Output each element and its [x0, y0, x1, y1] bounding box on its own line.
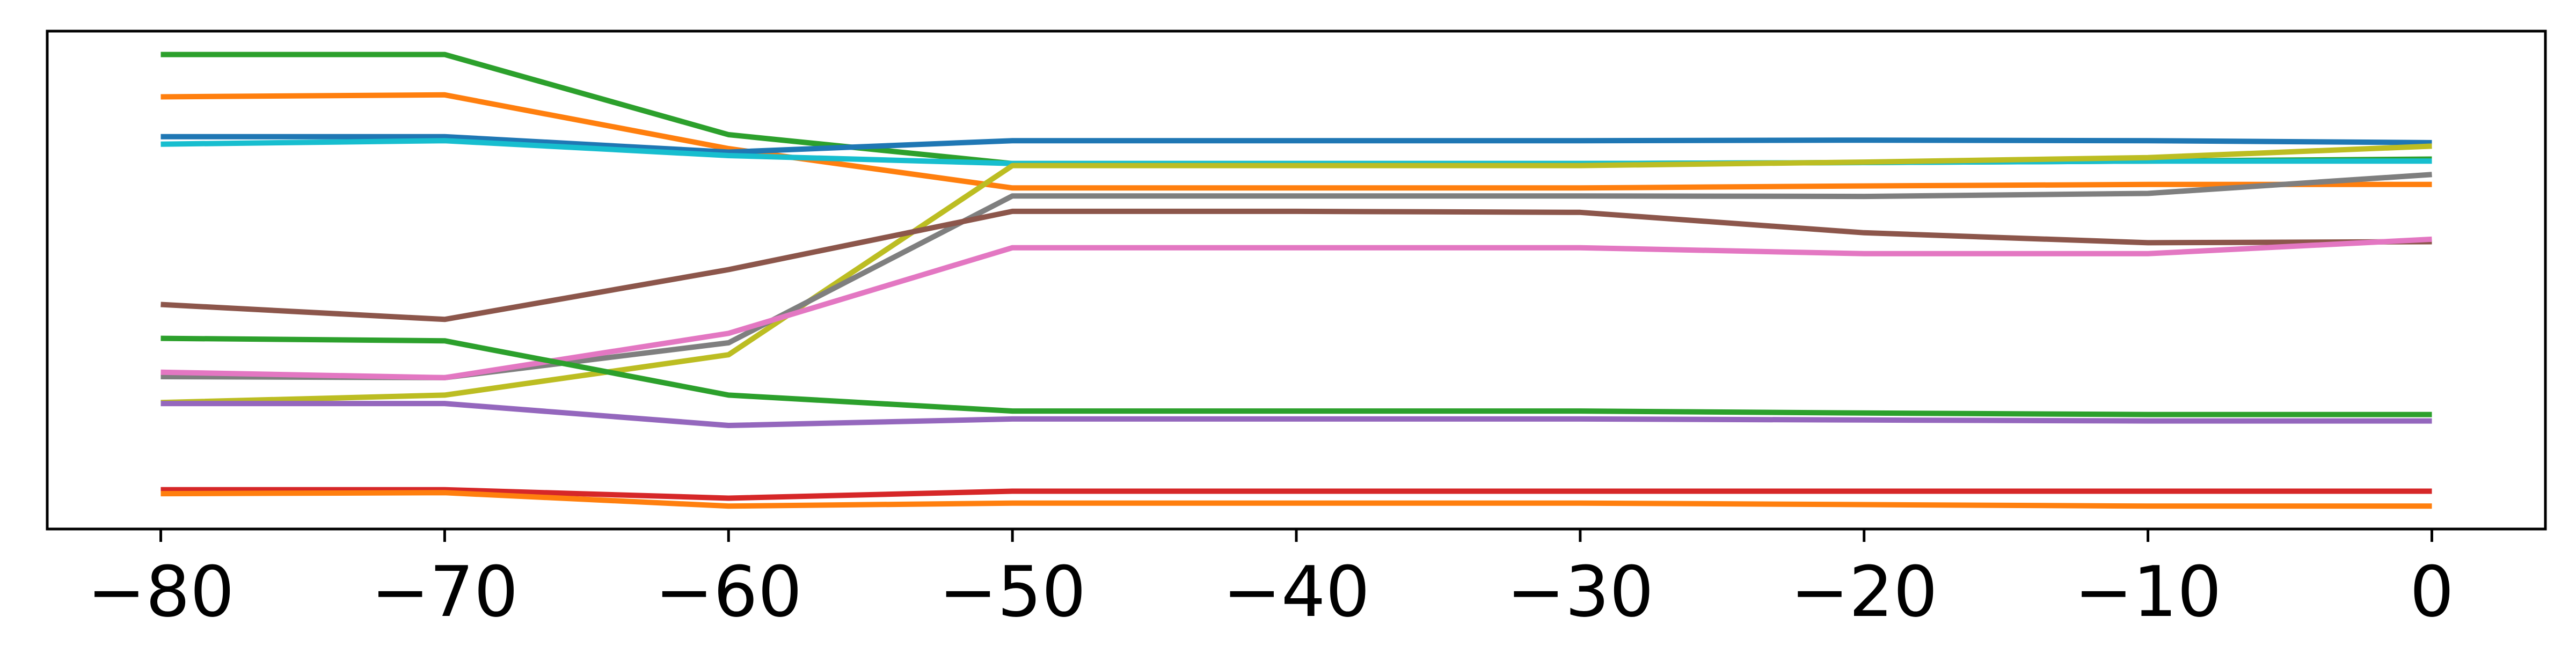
series-line-2: [160, 92, 2432, 191]
x-tick-label: −50: [939, 551, 1086, 633]
x-tick-label: −20: [1791, 551, 1938, 633]
series-line-10: [160, 401, 2432, 428]
series-line-9: [160, 335, 2432, 417]
x-axis: −80 −70 −60 −50 −40 −30 −20 −10 0: [87, 529, 2454, 633]
x-tick-label: −80: [87, 551, 234, 633]
x-tick-label: −70: [371, 551, 518, 633]
series-line-12: [160, 490, 2432, 509]
x-tick-label: −60: [655, 551, 802, 633]
x-tick-label: −30: [1507, 551, 1654, 633]
series-line-5: [160, 143, 2432, 406]
series-layer: [160, 52, 2432, 509]
series-line-8: [160, 236, 2432, 380]
series-line-7: [160, 208, 2432, 322]
x-tick-label: −10: [2074, 551, 2221, 633]
x-tick-label: 0: [2410, 551, 2454, 633]
series-line-11: [160, 487, 2432, 501]
x-tick-label: −40: [1223, 551, 1370, 633]
series-line-3: [160, 134, 2432, 155]
series-line-6: [160, 172, 2432, 380]
